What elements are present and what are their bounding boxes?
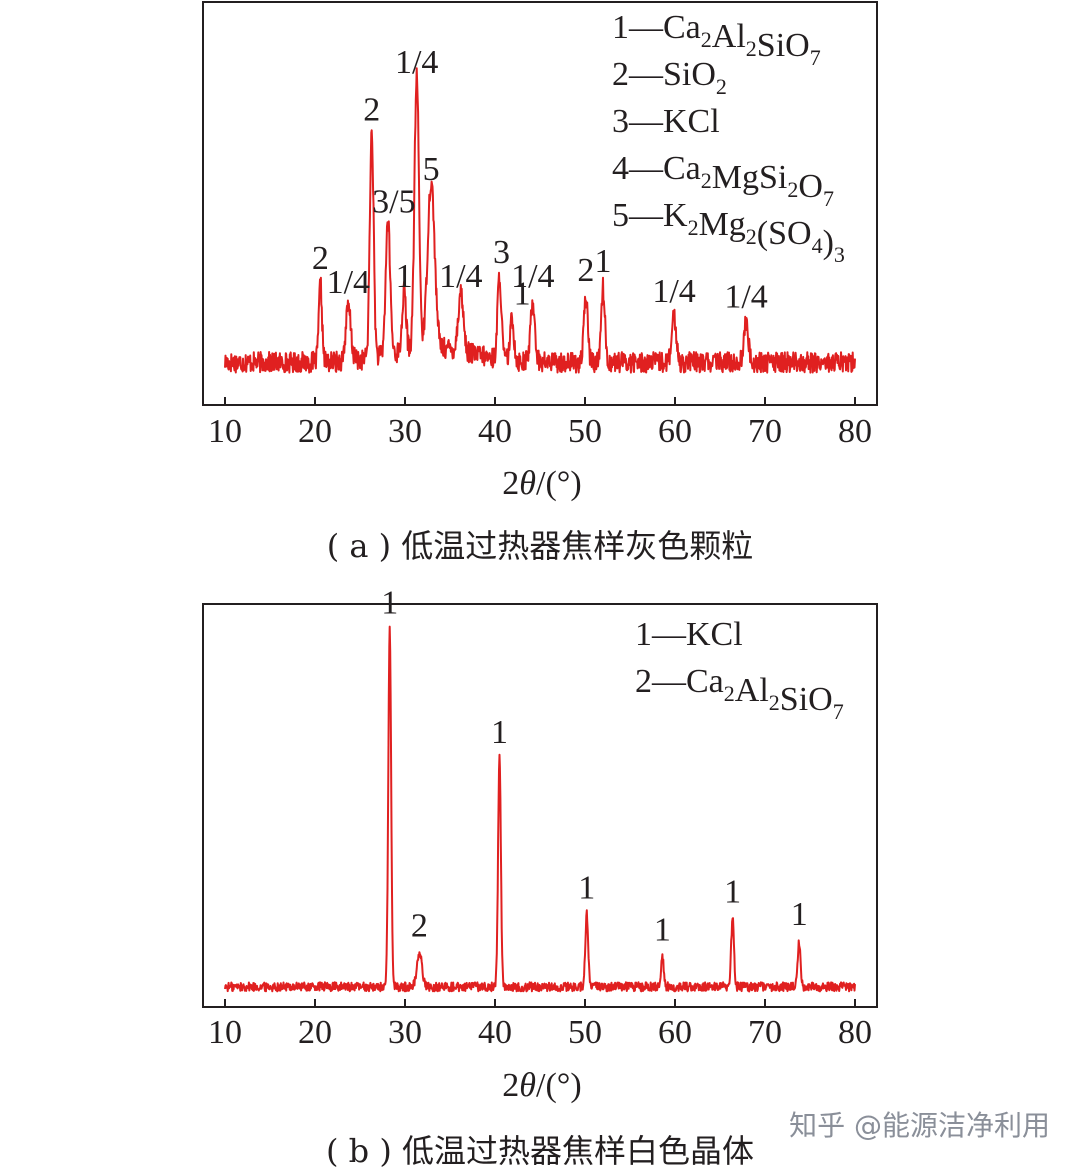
x-tick-label: 60 (658, 1014, 692, 1051)
peak-label: 2 (312, 240, 329, 277)
peak-label: 2 (577, 252, 594, 289)
x-axis-label: 2θ/(°) (502, 465, 581, 502)
peak-label: 2 (363, 92, 380, 129)
plot-frame (202, 603, 878, 1008)
peak-label: 1 (595, 243, 612, 280)
peak-label: 1 (791, 896, 808, 933)
x-tick-label: 70 (748, 1014, 782, 1051)
peak-label: 3 (493, 234, 510, 271)
peak-label: 1/4 (395, 44, 438, 81)
x-tick-label: 80 (838, 1014, 872, 1051)
peak-label: 1 (396, 258, 413, 295)
legend-entry: 2—SiO2 (612, 56, 727, 99)
chart-caption: ( b ) 低温过热器焦样白色晶体 (326, 1132, 754, 1170)
plot-frame (202, 1, 878, 406)
chart-caption: ( a ) 低温过热器焦样灰色颗粒 (327, 527, 754, 565)
peak-label: 1/4 (652, 273, 695, 310)
peak-label: 1/4 (327, 264, 370, 301)
legend-entry: 5—K2Mg2(SO4)3 (612, 197, 845, 267)
x-tick-label: 70 (748, 413, 782, 450)
x-tick-label: 30 (388, 413, 422, 450)
x-tick-label: 80 (838, 413, 872, 450)
x-tick-label: 20 (298, 1014, 332, 1051)
legend-entry: 1—Ca2Al2SiO7 (612, 9, 821, 70)
x-tick-label: 10 (208, 1014, 242, 1051)
peak-label: 2 (411, 908, 428, 945)
peak-label: 1 (578, 870, 595, 907)
peak-label: 1 (654, 911, 671, 948)
x-axis-label: 2θ/(°) (502, 1067, 581, 1104)
x-tick-label: 50 (568, 1014, 602, 1051)
x-tick-label: 10 (208, 413, 242, 450)
peak-label: 1/4 (439, 258, 482, 295)
x-tick-label: 30 (388, 1014, 422, 1051)
peak-label: 1 (724, 873, 741, 910)
peak-label: 1/4 (511, 258, 554, 295)
chart-panel-b: 10 20 30 40 50 60 70 80 2θ/(°) ( b ) 低温过热器焦样白色晶体 1… (202, 585, 878, 1170)
legend-entry: 3—KCl (612, 103, 720, 140)
x-tick-label: 20 (298, 413, 332, 450)
peak-label: 1/4 (724, 279, 767, 316)
peak-label: 1 (514, 276, 531, 313)
legend-entry: 2—Ca2Al2SiO7 (635, 663, 844, 724)
xrd-pattern-line (224, 67, 856, 374)
legend-entry: 1—KCl (635, 616, 743, 653)
x-tick-label: 60 (658, 413, 692, 450)
peak-label: 5 (423, 151, 440, 188)
x-tick-label: 40 (478, 1014, 512, 1051)
legend-entry: 4—Ca2MgSi2O7 (612, 150, 834, 211)
peak-label: 1 (381, 585, 398, 622)
watermark-text: 知乎 @能源洁净利用 (789, 1109, 1050, 1142)
chart-panel-a: 10 20 30 40 50 60 70 80 2θ/(°) ( a ) 低温过热器焦样灰色颗粒 2… (202, 1, 878, 565)
x-tick-label: 50 (568, 413, 602, 450)
peak-label: 1 (491, 714, 508, 751)
peak-label: 3/5 (372, 184, 415, 221)
xrd-pattern-line (224, 625, 856, 993)
x-tick-label: 40 (478, 413, 512, 450)
